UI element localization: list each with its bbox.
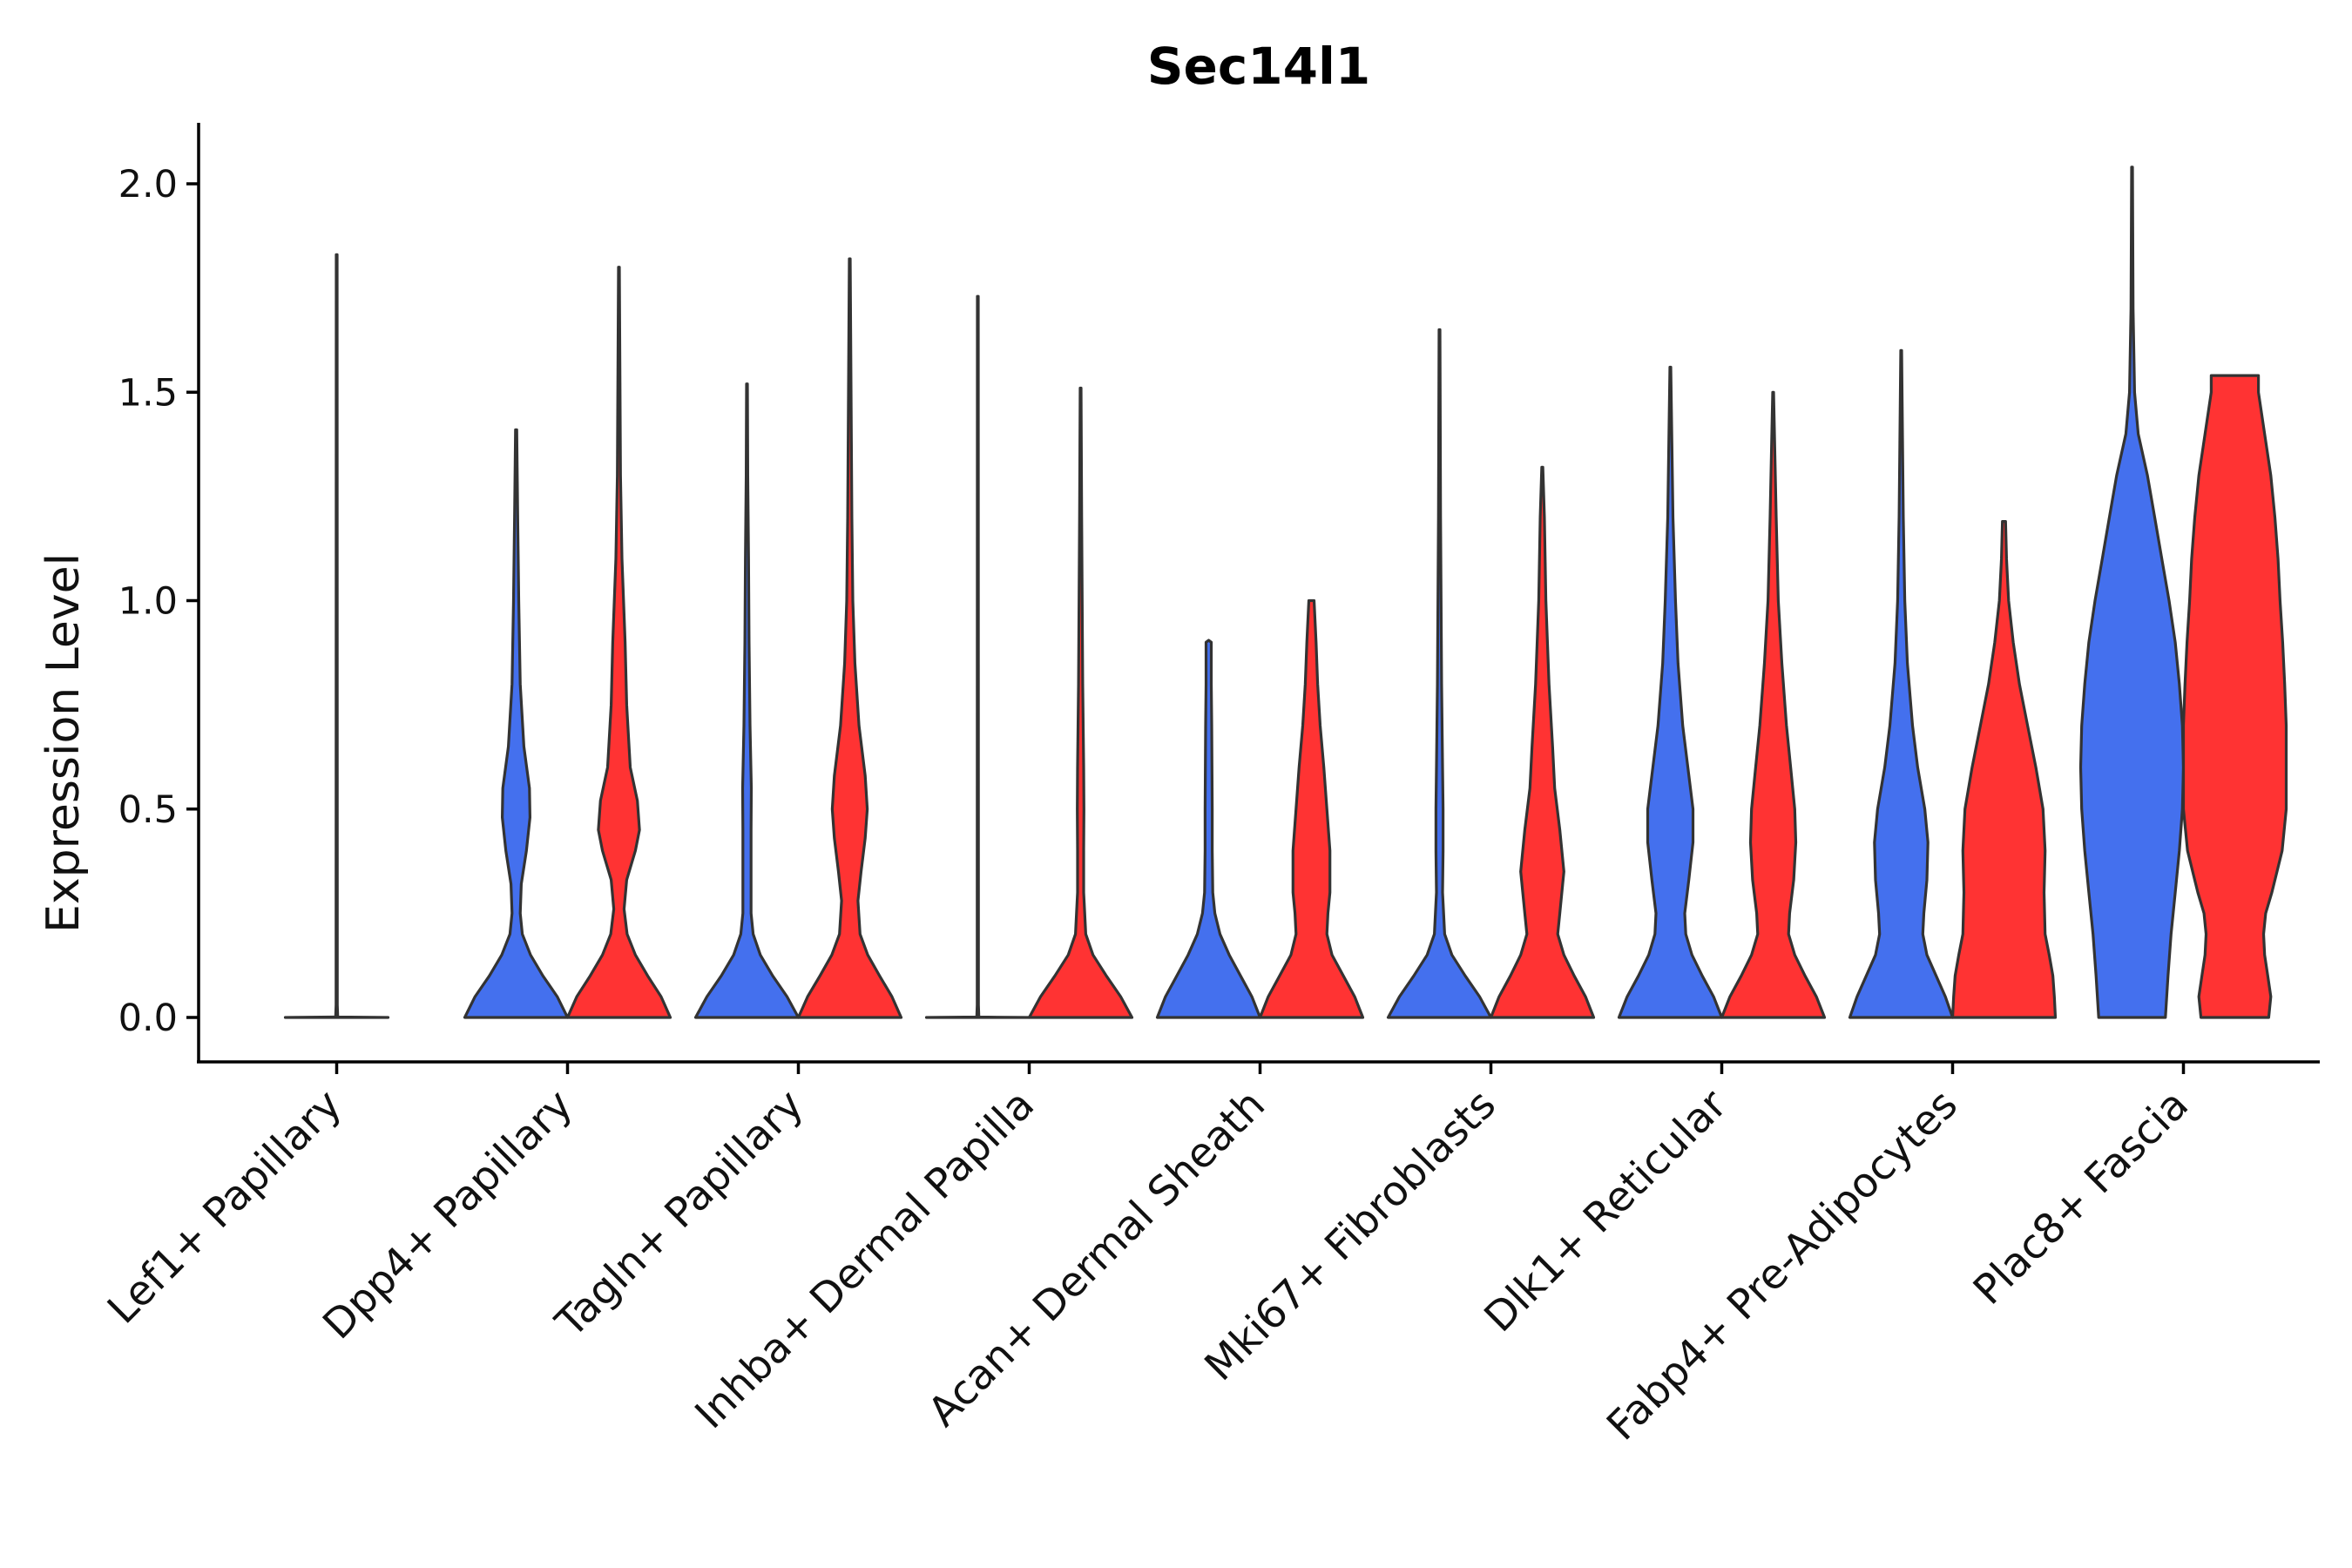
violin-red-8 [2181, 374, 2288, 1019]
violin-blue-6 [1617, 365, 1724, 1019]
y-tick-label: 0.5 [118, 788, 178, 832]
violin-plot-area [283, 166, 2288, 1019]
violin-blue-5 [1386, 328, 1493, 1019]
y-axis-ticks: 0.0 0.5 1.0 1.5 2.0 [118, 163, 199, 1040]
violin-red-5 [1489, 465, 1596, 1019]
violin-red-1 [565, 266, 672, 1019]
y-tick-label: 2.0 [118, 163, 178, 206]
violin-red-7 [1950, 520, 2058, 1019]
x-tick-label: Lef1+ Papillary [98, 1081, 351, 1334]
chart-title: Sec14l1 [1147, 37, 1370, 96]
violin-blue-8 [2078, 166, 2186, 1019]
violin-red-6 [1720, 390, 1827, 1019]
violin-red-2 [796, 257, 903, 1019]
y-tick-label: 0.0 [118, 997, 178, 1040]
x-tick-label: Tagln+ Papillary [546, 1081, 813, 1348]
violin-red-3 [1027, 386, 1134, 1019]
y-tick-label: 1.5 [118, 371, 178, 415]
violin-blue-3 [924, 294, 1031, 1019]
x-tick-label: Dpp4+ Papillary [314, 1081, 582, 1349]
x-tick-label: Plac8+ Fascia [1964, 1081, 2198, 1315]
x-tick-label: Dlk1+ Reticular [1476, 1080, 1737, 1342]
y-tick-label: 1.0 [118, 580, 178, 624]
violin-blue-1 [463, 428, 570, 1019]
violin-blue-4 [1155, 639, 1262, 1019]
violin-blue-0 [283, 253, 390, 1019]
y-axis-label: Expression Level [37, 553, 90, 933]
violin-blue-7 [1848, 348, 1955, 1019]
violin-blue-2 [693, 382, 801, 1019]
violin-red-4 [1258, 598, 1365, 1019]
